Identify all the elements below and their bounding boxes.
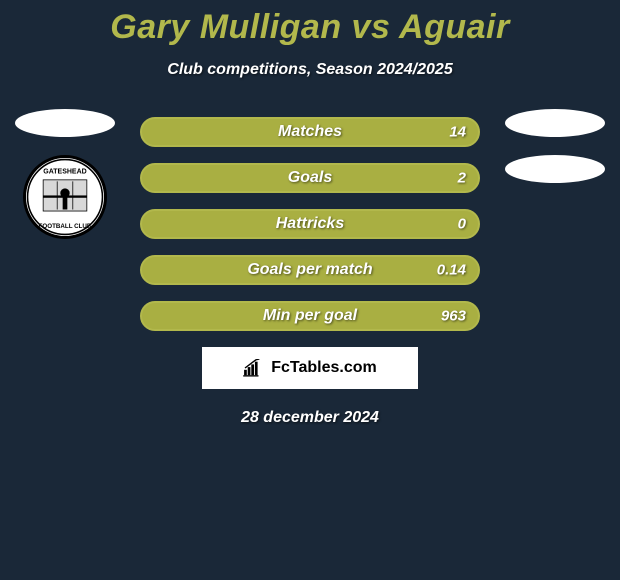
right-avatar-placeholder-1 — [505, 109, 605, 137]
brand-text: FcTables.com — [271, 359, 377, 377]
subtitle: Club competitions, Season 2024/2025 — [0, 61, 620, 79]
svg-text:FOOTBALL CLUB: FOOTBALL CLUB — [39, 223, 92, 230]
stat-label: Min per goal — [263, 307, 357, 325]
stats-area: GATESHEAD FOOTBALL CLUB Matches 14 Goals… — [0, 117, 620, 331]
stat-label: Goals per match — [247, 261, 372, 279]
stat-label: Hattricks — [276, 215, 344, 233]
stat-bar-matches: Matches 14 — [140, 117, 480, 147]
stat-label: Goals — [288, 169, 332, 187]
stat-label: Matches — [278, 123, 342, 141]
left-club-badge: GATESHEAD FOOTBALL CLUB — [23, 155, 107, 239]
stat-bar-mpg: Min per goal 963 — [140, 301, 480, 331]
stat-bar-goals: Goals 2 — [140, 163, 480, 193]
right-avatar-placeholder-2 — [505, 155, 605, 183]
brand-box[interactable]: FcTables.com — [202, 347, 418, 389]
stat-right-value: 0 — [458, 216, 466, 233]
stat-right-value: 963 — [441, 308, 466, 325]
page-title: Gary Mulligan vs Aguair — [0, 0, 620, 47]
left-player-column: GATESHEAD FOOTBALL CLUB — [10, 109, 120, 239]
stat-bars: Matches 14 Goals 2 Hattricks 0 Goals per… — [140, 117, 480, 331]
stat-bar-hattricks: Hattricks 0 — [140, 209, 480, 239]
left-avatar-placeholder — [15, 109, 115, 137]
right-player-column — [500, 109, 610, 201]
stat-right-value: 2 — [458, 170, 466, 187]
bar-chart-icon — [243, 359, 265, 377]
stat-bar-gpm: Goals per match 0.14 — [140, 255, 480, 285]
stat-right-value: 14 — [449, 124, 466, 141]
svg-text:GATESHEAD: GATESHEAD — [43, 169, 86, 176]
date-line: 28 december 2024 — [0, 409, 620, 427]
gateshead-badge-icon: GATESHEAD FOOTBALL CLUB — [26, 158, 104, 236]
stat-right-value: 0.14 — [437, 262, 466, 279]
